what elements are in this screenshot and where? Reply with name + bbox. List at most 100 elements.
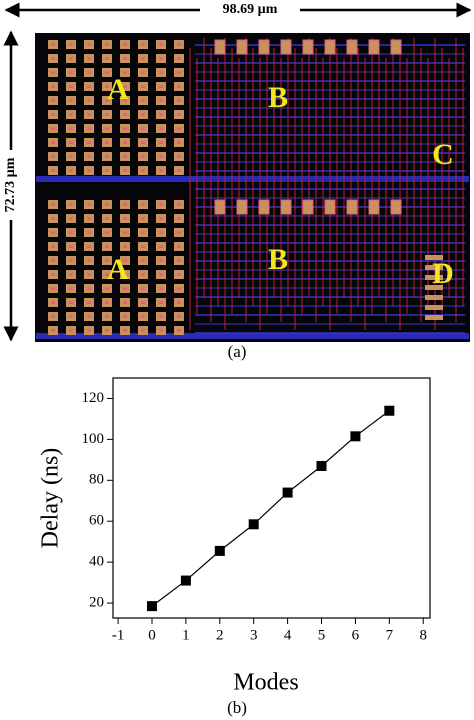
cell-core [51,315,55,318]
cell-core [159,329,163,332]
cell-core [177,113,181,116]
cell-core [105,231,109,234]
cell-core [177,57,181,60]
cell-core [51,273,55,276]
cell-core [159,287,163,290]
cell-core [69,71,73,74]
cell-core [177,273,181,276]
cell-core [123,141,127,144]
cell-core [69,57,73,60]
cell-core [105,329,109,332]
cell-core [69,259,73,262]
cell-core [159,231,163,234]
cell-core [177,99,181,102]
cell-core [105,113,109,116]
cell-core [87,43,91,46]
width-label: 98.69 µm [223,2,278,17]
io-cell [425,265,443,270]
data-point [282,487,293,498]
gate [302,199,314,215]
cell-core [87,113,91,116]
cell-core [123,57,127,60]
cell-core [159,43,163,46]
io-cell [425,255,443,260]
cell-core [123,259,127,262]
cell-core [141,155,145,158]
cell-core [159,85,163,88]
io-cell [425,305,443,310]
cell-core [159,245,163,248]
cell-core [51,203,55,206]
x-tick-label: 8 [419,627,427,643]
cell-core [141,127,145,130]
cell-core [177,287,181,290]
gate [368,39,380,55]
cell-core [87,217,91,220]
x-tick-label: 5 [318,627,326,643]
cell-core [105,217,109,220]
cell-core [87,245,91,248]
caption-b: (b) [227,698,247,717]
cell-core [51,287,55,290]
cell-core [69,169,73,172]
x-tick-label: 0 [148,627,156,643]
cell-core [51,169,55,172]
cell-core [51,245,55,248]
cell-core [141,141,145,144]
cell-core [69,43,73,46]
cell-core [177,85,181,88]
cell-core [51,329,55,332]
cell-core [105,315,109,318]
cell-core [105,141,109,144]
data-point [248,519,259,530]
x-tick-label: 6 [352,627,360,643]
blue-rail [36,333,469,339]
block-label: A [107,253,129,286]
cell-core [51,259,55,262]
cell-core [177,141,181,144]
cell-core [123,99,127,102]
gate [368,199,380,215]
gate [214,39,226,55]
y-tick-label: 120 [82,390,105,406]
io-cell [425,295,443,300]
cell-core [51,217,55,220]
cell-core [87,301,91,304]
cell-core [87,127,91,130]
cell-core [87,99,91,102]
x-tick-label: 1 [182,627,190,643]
cell-core [159,259,163,262]
x-tick-label: -1 [112,627,125,643]
cell-core [177,155,181,158]
cell-core [51,141,55,144]
cell-core [141,259,145,262]
x-tick-label: 2 [216,627,224,643]
cell-core [105,245,109,248]
cell-core [141,113,145,116]
gate [390,39,402,55]
cell-core [159,127,163,130]
cell-core [141,315,145,318]
cell-core [87,155,91,158]
cell-core [141,287,145,290]
gate [258,39,270,55]
cell-core [105,57,109,60]
cell-core [123,315,127,318]
cell-core [159,203,163,206]
cell-core [177,43,181,46]
cell-core [141,273,145,276]
gate [214,199,226,215]
cell-core [69,127,73,130]
cell-core [159,273,163,276]
cell-core [105,287,109,290]
cell-core [87,141,91,144]
cell-core [177,203,181,206]
cell-core [69,155,73,158]
cell-core [87,273,91,276]
cell-core [87,329,91,332]
io-cell [425,315,443,320]
cell-core [159,99,163,102]
cell-core [105,71,109,74]
